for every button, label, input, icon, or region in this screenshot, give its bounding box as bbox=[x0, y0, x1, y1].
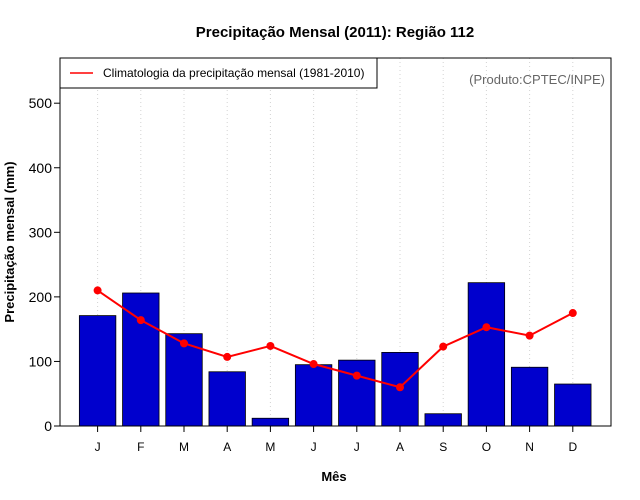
y-axis: 0 100 200 300 400 500 bbox=[29, 95, 60, 434]
bar-10 bbox=[467, 282, 506, 427]
x-tick-label-4: A bbox=[223, 440, 231, 454]
climatology-point-5 bbox=[266, 341, 275, 350]
y-tick-label: 200 bbox=[29, 289, 53, 305]
x-tick-label-8: A bbox=[396, 440, 404, 454]
x-tick-label-12: D bbox=[568, 440, 577, 454]
climatology-point-3 bbox=[180, 339, 188, 348]
climatology-point-7 bbox=[352, 371, 361, 380]
chart-title: Precipitação Mensal (2011): Região 112 bbox=[196, 24, 474, 41]
bar-7 bbox=[338, 359, 376, 427]
x-tick-label-6: J bbox=[311, 440, 317, 454]
bar-9 bbox=[424, 413, 462, 427]
climatology-line bbox=[97, 289, 574, 389]
y-tick-label: 0 bbox=[44, 418, 52, 434]
climatology-point-8 bbox=[396, 383, 404, 392]
x-tick-label-11: N bbox=[525, 440, 534, 454]
climatology-point-6 bbox=[309, 360, 318, 369]
climatology-point-9 bbox=[439, 342, 448, 351]
bar-2 bbox=[122, 292, 160, 427]
climatology-point-10 bbox=[482, 323, 491, 332]
bar-series bbox=[78, 282, 592, 427]
x-axis-label: Mês bbox=[321, 469, 346, 484]
climatology-line-series bbox=[93, 286, 577, 392]
climatology-point-12 bbox=[568, 309, 577, 318]
bar-12 bbox=[554, 383, 592, 427]
x-tick-label-10: O bbox=[482, 440, 491, 454]
bar-1 bbox=[78, 315, 117, 427]
bar-5 bbox=[251, 417, 290, 427]
gridlines bbox=[97, 58, 574, 426]
y-axis-label: Precipitação mensal (mm) bbox=[2, 161, 17, 322]
x-tick-label-2: F bbox=[137, 440, 144, 454]
y-tick-label: 300 bbox=[29, 224, 53, 240]
bar-11 bbox=[510, 366, 549, 427]
x-tick-label-7: J bbox=[354, 440, 360, 454]
legend-box bbox=[59, 57, 378, 89]
y-tick-label: 100 bbox=[29, 353, 53, 369]
x-tick-label-5: M bbox=[265, 440, 275, 454]
legend-entry-climatology: Climatologia da precipitação mensal (198… bbox=[103, 66, 364, 80]
product-credit: (Produto:CPTEC/INPE) bbox=[469, 72, 605, 87]
legend: Climatologia da precipitação mensal (198… bbox=[59, 57, 378, 89]
x-tick-label-1: J bbox=[95, 440, 101, 454]
y-tick-label: 400 bbox=[29, 160, 53, 176]
bar-4 bbox=[208, 371, 246, 427]
climatology-point-2 bbox=[136, 316, 145, 325]
x-tick-label-3: M bbox=[179, 440, 189, 454]
climatology-point-1 bbox=[93, 286, 102, 295]
y-tick-label: 500 bbox=[29, 95, 53, 111]
climatology-point-11 bbox=[525, 331, 534, 340]
climatology-point-4 bbox=[223, 352, 232, 361]
x-tick-label-9: S bbox=[439, 440, 447, 454]
bar-3 bbox=[165, 333, 203, 427]
bar-6 bbox=[294, 364, 333, 427]
